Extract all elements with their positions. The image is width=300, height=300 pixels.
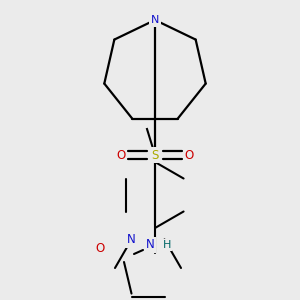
Text: O: O [116,148,126,161]
Text: O: O [95,242,105,254]
Text: O: O [184,148,194,161]
Text: N: N [146,238,154,251]
Text: N: N [127,233,136,246]
Text: S: S [151,148,159,161]
Text: N: N [151,15,159,25]
Text: H: H [163,240,171,250]
